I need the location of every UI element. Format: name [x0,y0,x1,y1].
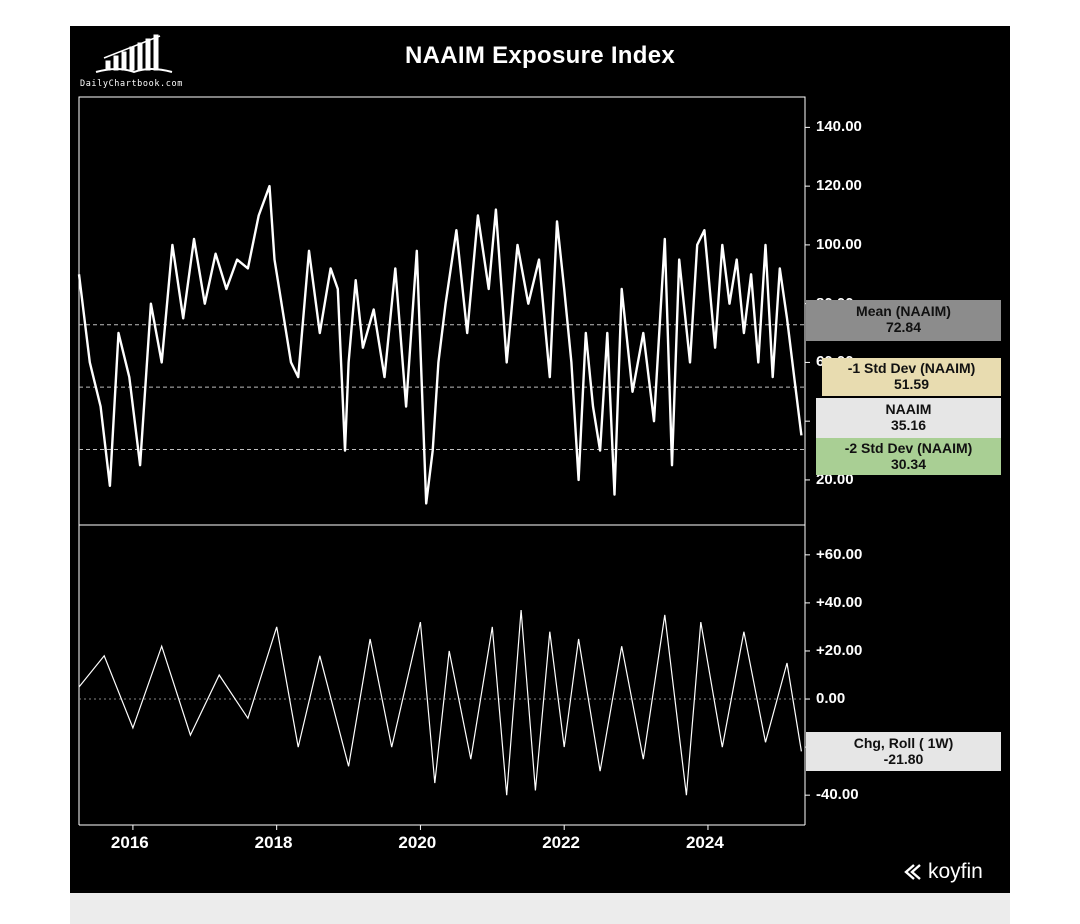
y-tick-label: +20.00 [816,641,863,659]
x-tick-label: 2022 [542,833,581,852]
mean-label-value: 72.84 [885,319,922,335]
std2-label-value: 30.34 [890,456,927,472]
naaim-value-label-box: NAAIM 35.16 [816,398,1001,438]
x-tick-label: 2020 [398,833,437,852]
koyfin-logo: koyfin [902,860,983,884]
bar-chart-book-logo-icon [95,34,173,74]
std1-label-value: 51.59 [893,376,930,392]
naaim-label-value: 35.16 [890,417,927,433]
change-series-line [78,610,802,796]
x-tick-label: 2016 [110,833,149,852]
chg-value-label-box: Chg, Roll ( 1W) -21.80 [806,732,1001,771]
naaim-series-line [77,184,803,505]
page-margin-left [0,0,70,924]
chart-title: NAAIM Exposure Index [404,42,676,69]
mean-label-box: Mean (NAAIM) 72.84 [806,300,1001,341]
chg-label-value: -21.80 [883,751,924,767]
y-tick-label: 120.00 [816,177,862,195]
koyfin-text: koyfin [928,860,983,883]
koyfin-chevron-icon [904,864,921,880]
y-tick-label: 140.00 [816,118,862,136]
std2-label-name: -2 Std Dev (NAAIM) [844,440,973,456]
y-tick-label: 20.00 [816,470,854,488]
top-panel-border [78,96,806,526]
std1-label-box: -1 Std Dev (NAAIM) 51.59 [822,358,1001,396]
y-tick-label: 100.00 [816,235,862,253]
std1-label-name: -1 Std Dev (NAAIM) [847,360,976,376]
y-tick-label: 0.00 [816,690,846,708]
page-margin-bottom [70,893,1010,924]
brand-text: DailyChartbook.com [80,79,183,89]
naaim-label-name: NAAIM [885,401,932,417]
y-tick-label: +40.00 [816,593,863,611]
chg-label-name: Chg, Roll ( 1W) [853,735,954,751]
y-tick-label: +60.00 [816,545,863,563]
x-tick-label: 2018 [254,833,293,852]
y-tick-label: -40.00 [816,786,859,804]
mean-label-name: Mean (NAAIM) [856,303,951,319]
std2-label-box: -2 Std Dev (NAAIM) 30.34 [816,438,1001,475]
x-tick-label: 2024 [685,833,724,852]
